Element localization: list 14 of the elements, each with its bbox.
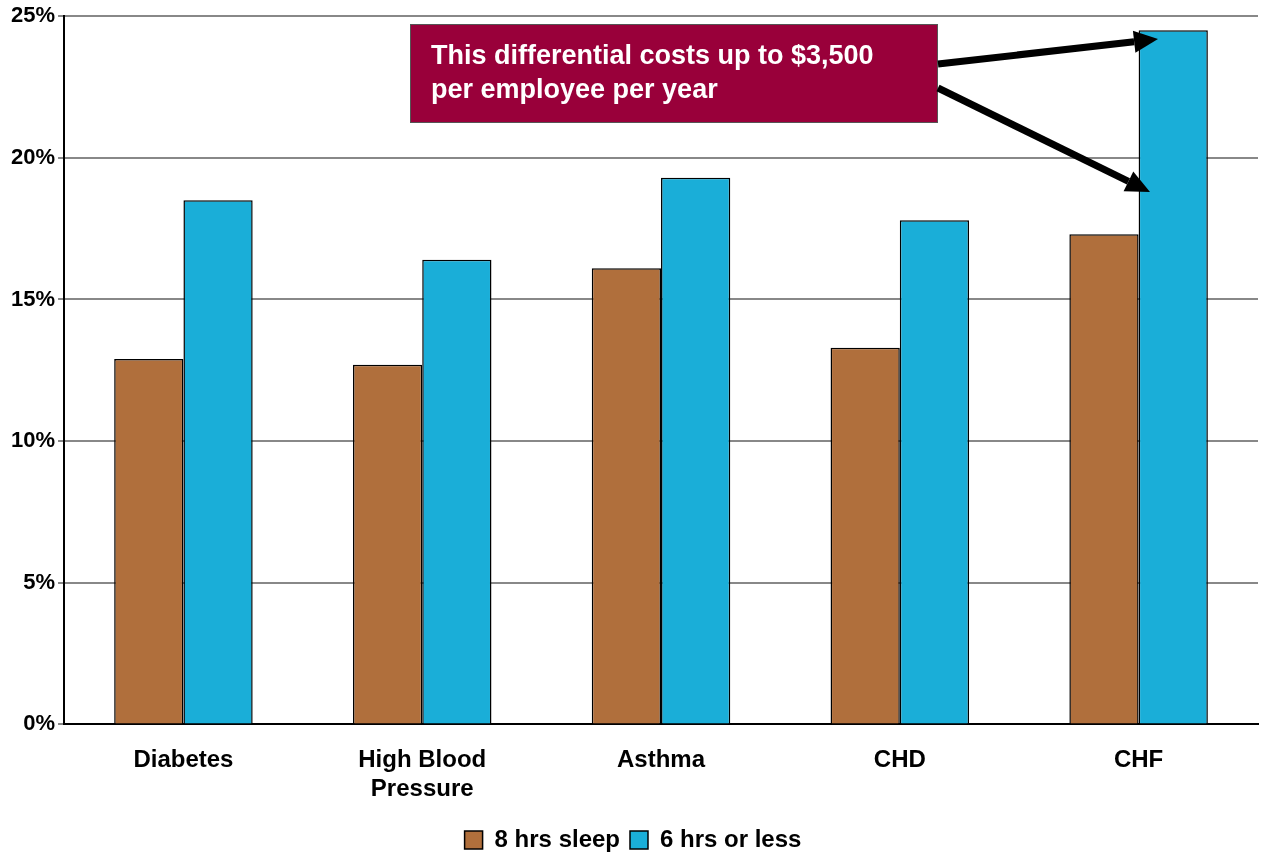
y-tick-label: 10% xyxy=(10,427,56,453)
x-tick-label: Diabetes xyxy=(133,745,234,773)
y-tick-label: 25% xyxy=(10,2,56,28)
y-tick-label: 5% xyxy=(23,568,56,594)
x-tick-label: CHD xyxy=(873,745,926,773)
y-tick-label: 15% xyxy=(10,285,56,311)
x-tick-label: Asthma xyxy=(617,745,706,773)
legend-label: 8 hrs sleep xyxy=(494,824,620,852)
x-tick-label: High Blood Pressure xyxy=(358,745,487,802)
legend-label: 6 hrs or less xyxy=(660,824,802,852)
x-tick-label: CHF xyxy=(1113,745,1164,773)
y-tick-label: 20% xyxy=(10,143,56,169)
y-tick-label: 0% xyxy=(23,710,56,736)
annotation: This differential costs up to $3,500 per employee per year xyxy=(410,24,938,123)
